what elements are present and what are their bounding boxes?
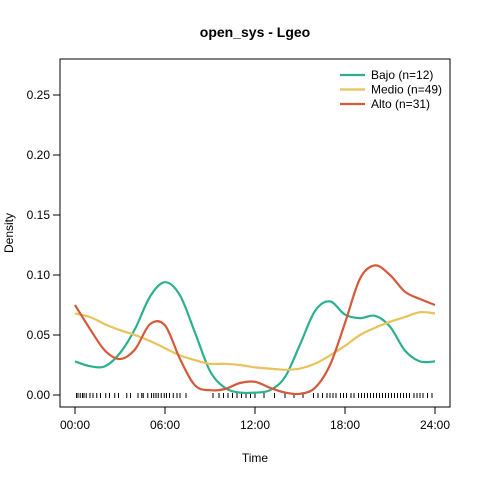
y-tick-label: 0.15 xyxy=(27,208,51,222)
series-line-1 xyxy=(74,281,436,395)
rug-marks xyxy=(76,393,433,398)
x-tick-label: 06:00 xyxy=(150,418,180,432)
x-tick-label: 00:00 xyxy=(60,418,90,432)
y-tick-label: 0.25 xyxy=(27,88,51,102)
y-axis-title: Density xyxy=(2,213,16,253)
series-line-2 xyxy=(74,310,436,371)
x-axis-title: Time xyxy=(242,451,269,465)
legend-label: Medio (n=49) xyxy=(371,83,442,97)
series-line-3 xyxy=(74,264,436,396)
x-tick-label: 18:00 xyxy=(330,418,360,432)
density-series xyxy=(74,264,436,396)
y-tick-label: 0.20 xyxy=(27,148,51,162)
y-tick-label: 0.10 xyxy=(27,268,51,282)
legend-label: Alto (n=31) xyxy=(371,97,430,111)
y-tick-label: 0.05 xyxy=(27,328,51,342)
x-tick-label: 12:00 xyxy=(240,418,270,432)
chart-title: open_sys - Lgeo xyxy=(200,24,310,40)
legend-label: Bajo (n=12) xyxy=(371,68,433,82)
y-tick-label: 0.00 xyxy=(27,388,51,402)
x-axis: 00:00 06:00 12:00 18:00 24:00 xyxy=(60,406,450,432)
y-axis: 0.00 0.05 0.10 0.15 0.20 0.25 xyxy=(27,88,61,402)
x-tick-label: 24:00 xyxy=(420,418,450,432)
legend: Bajo (n=12)Medio (n=49)Alto (n=31) xyxy=(340,68,442,111)
